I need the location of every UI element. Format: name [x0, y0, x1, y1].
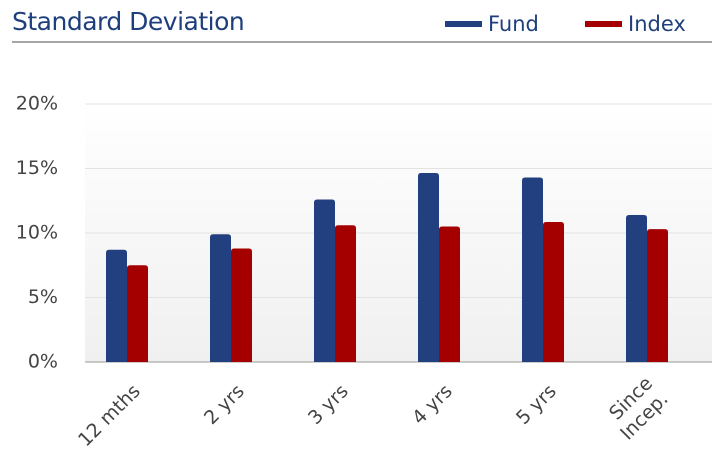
y-tick-label: 10% — [16, 222, 58, 244]
bar — [543, 222, 564, 362]
bar — [626, 214, 647, 362]
bar — [335, 225, 356, 362]
x-tick-label: 5 yrs — [512, 380, 561, 429]
bar — [418, 173, 439, 362]
bar — [439, 226, 460, 362]
chart-title: Standard Deviation — [12, 7, 244, 36]
legend-swatch — [585, 21, 622, 27]
x-tick-label: 2 yrs — [200, 380, 249, 429]
y-tick-label: 0% — [28, 351, 58, 373]
x-tick-label: 4 yrs — [408, 380, 457, 429]
bar — [106, 249, 127, 362]
legend-label: Index — [628, 12, 686, 36]
x-tick-label: 12 mths — [74, 380, 145, 451]
legend-swatch — [445, 21, 482, 27]
bar — [522, 177, 543, 362]
bar — [314, 199, 335, 362]
y-tick-label: 20% — [16, 93, 58, 115]
bar — [231, 248, 252, 362]
bar — [210, 234, 231, 362]
y-tick-label: 5% — [28, 286, 58, 308]
bar — [127, 265, 148, 362]
x-tick-label: 3 yrs — [304, 380, 353, 429]
bar — [647, 229, 668, 362]
legend-label: Fund — [488, 12, 539, 36]
x-tick-label: SinceIncep. — [600, 372, 672, 444]
y-tick-label: 15% — [16, 157, 58, 179]
